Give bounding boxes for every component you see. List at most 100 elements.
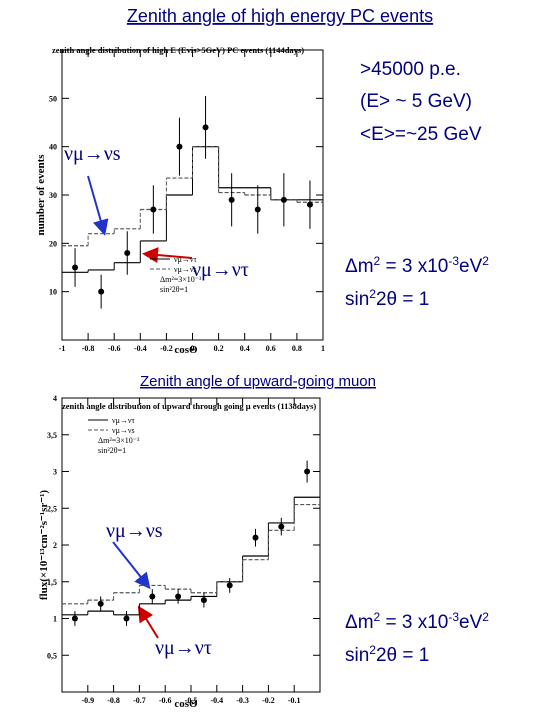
data-point: [98, 288, 105, 295]
annotation-part: (E> ~ 5 GeV): [360, 91, 472, 112]
data-point: [124, 250, 131, 256]
data-point: [150, 206, 157, 213]
data-point: [306, 201, 313, 208]
x-tick-label: 0: [191, 344, 195, 353]
x-tick-label: -0.8: [107, 696, 120, 705]
annotation-part: 2: [374, 610, 381, 624]
y-axis-label: flux(×10⁻¹³cm⁻²s⁻¹sr⁻¹): [38, 490, 50, 600]
data-point: [254, 206, 261, 213]
y-axis-label: number of events: [35, 154, 47, 236]
annotation: νμ→νs: [64, 143, 121, 165]
x-tick-label: -0.4: [134, 344, 147, 353]
annotation: νμ→νs: [106, 520, 163, 542]
y-tick-label: 40: [49, 143, 57, 152]
annotation: νμ→ντ: [155, 637, 212, 659]
arrow: [142, 247, 193, 264]
annotation: sin22θ = 1: [345, 643, 429, 666]
data-point: [175, 593, 182, 600]
annotation-part: 2: [374, 254, 381, 268]
x-tick-label: -0.1: [288, 696, 301, 705]
annotation: Δm2 = 3 x10-3eV2: [345, 610, 489, 633]
data-point: [123, 615, 130, 622]
data-point: [202, 124, 209, 131]
legend-label: νμ→νs: [174, 265, 197, 274]
data-point: [200, 597, 207, 604]
y-tick-label: 0,5: [47, 651, 57, 660]
x-tick-label: 0.2: [214, 344, 224, 353]
annotation: (E> ~ 5 GeV): [360, 91, 472, 112]
annotation-part: 2: [482, 610, 489, 624]
y-tick-label: 3,5: [47, 431, 57, 440]
annotation-part: sin: [345, 645, 369, 666]
x-tick-label: -0.2: [160, 344, 173, 353]
x-tick-label: 0.4: [240, 344, 250, 353]
legend-label: νμ→ντ: [112, 416, 136, 425]
legend-note: Δm²=3×10⁻³: [98, 436, 140, 445]
annotation-part: νμ→ντ: [155, 637, 212, 659]
annotation: >45000 p.e.: [360, 59, 461, 80]
annotation-part: <E>=~25 GeV: [360, 124, 482, 145]
legend-label: νμ→ντ: [174, 255, 198, 264]
x-axis-label: cosΘ: [174, 698, 198, 710]
annotation-part: 2: [482, 254, 489, 268]
legend-label: νμ→νs: [112, 426, 135, 435]
y-tick-label: 1: [53, 615, 57, 624]
annotation-part: 2θ = 1: [376, 645, 429, 666]
y-tick-label: 2,5: [47, 504, 57, 513]
x-tick-label: -0.9: [81, 696, 94, 705]
x-tick-label: -0.7: [133, 696, 146, 705]
arrow: [112, 541, 151, 590]
annotation-part: Δm: [345, 612, 374, 633]
legend-note: sin²2θ=1: [98, 446, 126, 455]
annotation: Δm2 = 3 x10-3eV2: [345, 254, 489, 277]
x-tick-label: -0.6: [108, 344, 121, 353]
annotation: <E>=~25 GeV: [360, 124, 482, 145]
annotation-part: sin: [345, 289, 369, 310]
x-tick-label: -0.5: [185, 696, 198, 705]
legend-note: sin²2θ=1: [160, 285, 188, 294]
x-tick-label: -0.3: [236, 696, 249, 705]
arrow: [137, 605, 159, 639]
x-tick-label: 0.8: [292, 344, 302, 353]
data-point: [226, 582, 233, 589]
annotation-part: -3: [448, 254, 459, 268]
data-point: [304, 468, 311, 475]
annotation-part: 2θ = 1: [376, 289, 429, 310]
annotation-part: = 3 x10: [380, 612, 448, 633]
x-tick-label: -0.6: [159, 696, 172, 705]
y-tick-label: 2: [53, 541, 57, 550]
data-point: [72, 264, 79, 271]
annotation-part: -3: [448, 610, 459, 624]
y-tick-label: 3: [53, 468, 57, 477]
y-tick-label: 50: [49, 94, 57, 103]
y-tick-label: 20: [49, 239, 57, 248]
y-tick-label: 4: [53, 394, 57, 403]
x-tick-label: -0.2: [262, 696, 275, 705]
x-tick-label: 1: [321, 344, 325, 353]
x-tick-label: 0.6: [266, 344, 276, 353]
data-point: [278, 523, 285, 530]
chart-title: zenith angle distribution of upward thro…: [62, 401, 316, 411]
data-point: [97, 600, 104, 607]
annotation-part: Δm: [345, 256, 374, 277]
chart-heading: Zenith angle of upward-going muon: [140, 373, 376, 390]
chart-heading: Zenith angle of high energy PC events: [127, 6, 433, 26]
annotation-part: νμ→ντ: [192, 259, 249, 281]
data-point: [228, 196, 235, 203]
y-tick-label: 1,5: [47, 578, 57, 587]
annotation-part: eV: [459, 612, 483, 633]
x-tick-label: -1: [59, 344, 66, 353]
y-tick-label: 10: [49, 288, 57, 297]
annotation-part: eV: [459, 256, 483, 277]
annotation-part: 2: [369, 287, 376, 301]
annotation-part: 2: [369, 643, 376, 657]
arrow: [87, 175, 109, 236]
annotation: νμ→ντ: [192, 259, 249, 281]
annotation-part: >45000 p.e.: [360, 59, 461, 80]
data-point: [252, 534, 259, 541]
data-point: [149, 593, 156, 600]
data-point: [280, 196, 287, 203]
x-axis-label: cosΘ: [174, 344, 198, 356]
annotation: sin22θ = 1: [345, 287, 429, 310]
legend-note: Δm²=3×10⁻³: [160, 275, 202, 284]
